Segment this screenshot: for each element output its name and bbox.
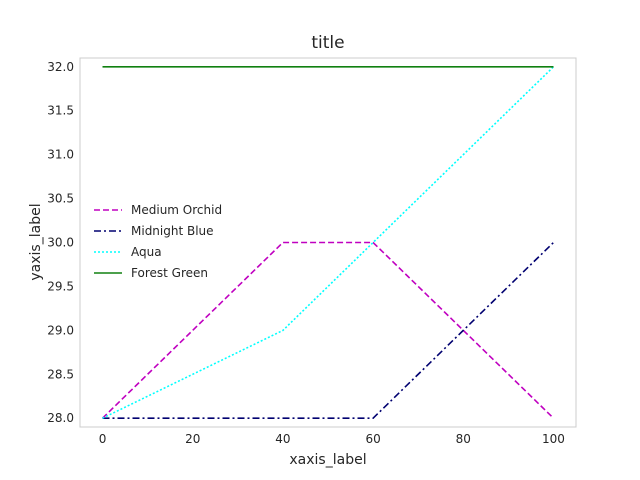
series-line-midnight-blue bbox=[102, 241, 555, 420]
chart-title: title bbox=[311, 33, 344, 53]
x-tick-label: 60 bbox=[365, 432, 380, 446]
legend: Medium Orchid Midnight Blue Aqua Forest Gre… bbox=[94, 203, 222, 280]
y-tick-label: 28.5 bbox=[47, 367, 74, 381]
plot-area bbox=[79, 57, 577, 428]
y-tick-label: 29.0 bbox=[47, 323, 74, 337]
y-tick-label: 31.0 bbox=[47, 148, 74, 162]
y-tick-label: 32.0 bbox=[47, 60, 74, 74]
legend-label-medium-orchid: Medium Orchid bbox=[131, 203, 222, 217]
y-tick-label: 30.0 bbox=[47, 236, 74, 250]
y-axis-label: yaxis_label bbox=[28, 203, 44, 280]
x-axis-ticks: 0 20 40 60 80 100 bbox=[99, 432, 565, 446]
y-tick-label: 30.5 bbox=[47, 192, 74, 206]
series-layer bbox=[101, 66, 555, 420]
x-tick-label: 80 bbox=[456, 432, 471, 446]
legend-label-midnight-blue: Midnight Blue bbox=[131, 224, 214, 238]
x-tick-label: 20 bbox=[185, 432, 200, 446]
series-line-aqua bbox=[102, 66, 555, 419]
x-axis-label: xaxis_label bbox=[289, 452, 366, 468]
y-tick-label: 28.0 bbox=[47, 411, 74, 425]
legend-label-aqua: Aqua bbox=[131, 245, 162, 259]
x-tick-label: 100 bbox=[542, 432, 565, 446]
y-tick-label: 31.5 bbox=[47, 104, 74, 118]
y-tick-label: 29.5 bbox=[47, 279, 74, 293]
x-tick-label: 0 bbox=[99, 432, 107, 446]
y-axis-ticks: 28.0 28.5 29.0 29.5 30.0 30.5 31.0 31.5 32.0 bbox=[47, 60, 74, 425]
legend-label-forest-green: Forest Green bbox=[131, 266, 208, 280]
x-tick-label: 40 bbox=[275, 432, 290, 446]
